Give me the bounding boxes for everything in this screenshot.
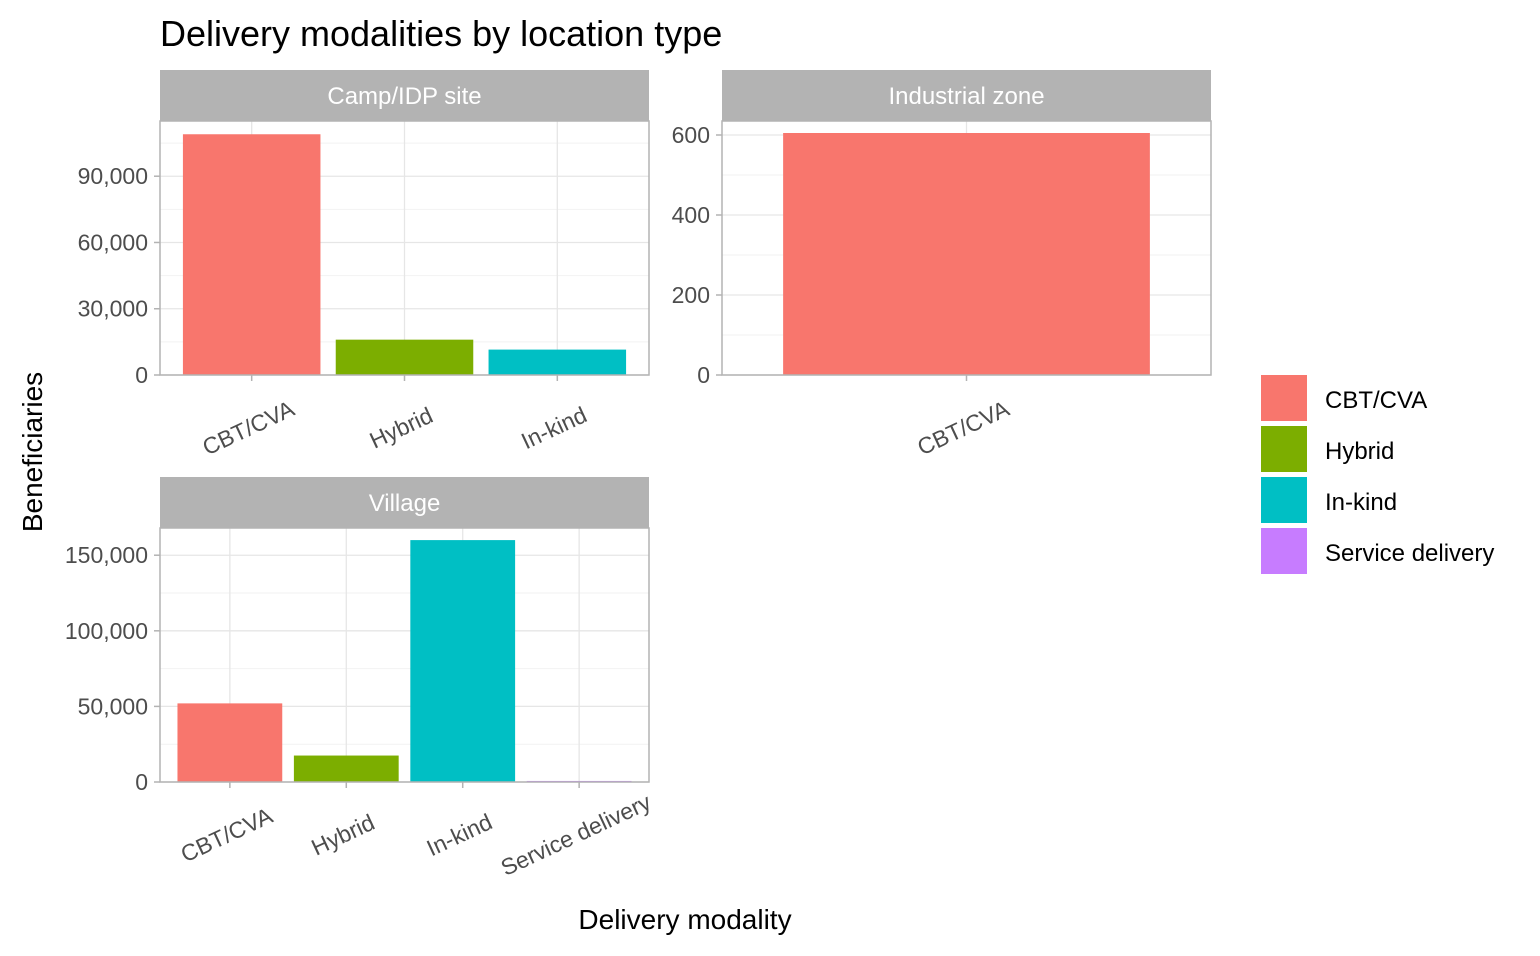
facet-strip-label: Camp/IDP site (327, 83, 481, 110)
legend-swatch (1261, 477, 1307, 523)
bar-in-kind (488, 349, 627, 375)
bar-hybrid (293, 755, 399, 782)
bar-hybrid (335, 339, 474, 375)
facet-panels: Camp/IDP site 0 30,000 60,000 90,000 CBT/CVA H… (65, 70, 1212, 881)
legend-swatch (1261, 426, 1307, 472)
x-tick-label: Hybrid (307, 809, 378, 861)
legend-swatch (1261, 375, 1307, 421)
x-tick-label: Service delivery (497, 788, 656, 880)
y-tick-label: 0 (697, 362, 710, 388)
y-tick-label: 90,000 (78, 163, 148, 189)
bar-cbt-cva (783, 133, 1150, 375)
bar-cbt-cva (182, 134, 321, 375)
legend: CBT/CVA Hybrid In-kind Service delivery (1261, 375, 1494, 574)
legend-item-service-delivery: Service delivery (1261, 528, 1494, 574)
facet-strip (160, 477, 649, 528)
y-axis-title: Beneficiaries (17, 372, 48, 532)
facet-industrial-zone: Industrial zone 0 200 400 600 CBT/CVA (672, 70, 1212, 460)
legend-label: Service delivery (1325, 540, 1494, 567)
y-tick-label: 60,000 (78, 229, 148, 255)
facet-strip-label: Industrial zone (888, 83, 1044, 110)
bar-in-kind (410, 540, 516, 782)
legend-label: In-kind (1325, 489, 1397, 516)
legend-label: Hybrid (1325, 438, 1394, 465)
x-tick-label: In-kind (517, 401, 591, 454)
x-tick-label: CBT/CVA (177, 802, 277, 867)
x-axis-title: Delivery modality (578, 904, 791, 935)
facet-strip (160, 70, 649, 121)
legend-item-in-kind: In-kind (1261, 477, 1397, 523)
y-tick-label: 50,000 (78, 693, 148, 719)
x-tick-label: In-kind (423, 808, 497, 861)
y-tick-label: 400 (672, 202, 710, 228)
y-tick-label: 600 (672, 122, 710, 148)
x-tick-label: CBT/CVA (198, 395, 298, 460)
y-tick-label: 100,000 (65, 618, 148, 644)
y-tick-label: 30,000 (78, 296, 148, 322)
facet-camp-idp-site: Camp/IDP site 0 30,000 60,000 90,000 CBT/CVA H… (78, 70, 650, 460)
legend-item-cbt-cva: CBT/CVA (1261, 375, 1427, 421)
bar-cbt-cva (177, 703, 283, 782)
facet-strip-label: Village (369, 490, 441, 517)
legend-label: CBT/CVA (1325, 387, 1427, 414)
x-tick-label: Hybrid (366, 402, 437, 454)
y-tick-label: 200 (672, 282, 710, 308)
legend-item-hybrid: Hybrid (1261, 426, 1394, 472)
facet-village: Village 0 50,000 100,000 150,000 CBT/CVA Hybri… (65, 477, 655, 881)
facet-strip (722, 70, 1211, 121)
y-tick-label: 0 (135, 769, 148, 795)
y-tick-label: 0 (135, 362, 148, 388)
panel-border (159, 527, 650, 783)
legend-swatch (1261, 528, 1307, 574)
chart-title: Delivery modalities by location type (160, 13, 722, 54)
x-tick-label: CBT/CVA (913, 395, 1013, 460)
y-tick-label: 150,000 (65, 542, 148, 568)
